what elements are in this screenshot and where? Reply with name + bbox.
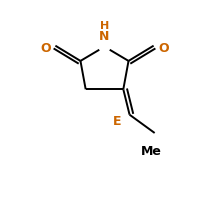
Text: H: H [100, 21, 109, 31]
Text: E: E [113, 115, 121, 128]
Text: Me: Me [141, 144, 162, 157]
Text: O: O [40, 42, 51, 55]
Text: N: N [99, 30, 110, 43]
Text: O: O [158, 42, 169, 55]
